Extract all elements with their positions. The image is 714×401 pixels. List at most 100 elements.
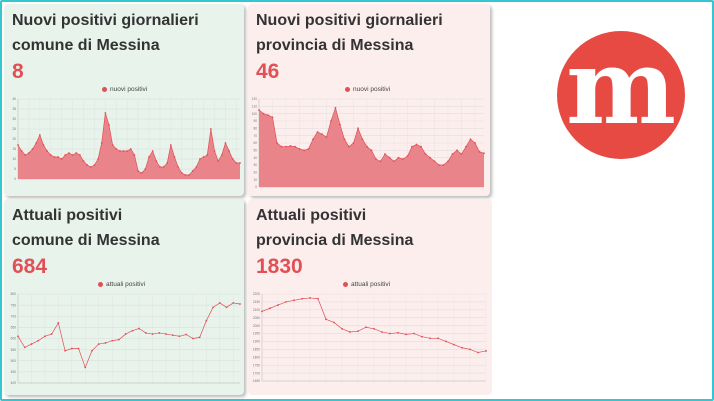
- card-nuovi-positivi-comune: Nuovi positivi giornalieri comune di Mes…: [4, 4, 244, 196]
- y-tick-label: 1800: [253, 355, 260, 359]
- series-area: [18, 113, 240, 179]
- data-point: [17, 144, 19, 146]
- data-point: [178, 335, 181, 338]
- y-tick-label: 400: [11, 381, 17, 385]
- data-point: [28, 152, 30, 154]
- chart-nuovi-positivi-provincia: 0 10 20 30 40 50 60 70 80 90 100 110 120: [252, 97, 485, 189]
- y-tick-label: 20: [253, 171, 257, 175]
- chart-legend[interactable]: attuali positivi: [343, 281, 390, 289]
- legend-dot-icon: [345, 86, 350, 92]
- chart-legend[interactable]: attuali positivi: [98, 281, 145, 289]
- card-attuali-positivi-provincia: Attuali positivi provincia di Messina 18…: [248, 199, 492, 395]
- legend-dot-icon: [343, 281, 348, 287]
- card-title-line1: Nuovi positivi giornalieri: [12, 12, 199, 29]
- data-point: [289, 145, 292, 147]
- series-line: [17, 302, 241, 369]
- data-point: [317, 297, 319, 300]
- data-point: [49, 154, 52, 156]
- data-point: [348, 145, 350, 148]
- data-point: [38, 134, 41, 136]
- data-point: [78, 154, 81, 156]
- data-point: [144, 332, 147, 334]
- data-point: [206, 154, 209, 156]
- card-value: 46: [256, 60, 280, 83]
- data-point: [384, 153, 386, 155]
- card-title-line2: provincia di Messina: [256, 232, 414, 249]
- y-tick-label: 120: [252, 97, 258, 101]
- y-tick-label: 40: [253, 156, 257, 160]
- data-point: [239, 303, 241, 305]
- data-point: [93, 164, 96, 166]
- data-point: [339, 123, 341, 126]
- data-point: [415, 143, 418, 146]
- y-tick-label: 70: [253, 134, 257, 138]
- data-point: [144, 168, 147, 170]
- data-point: [118, 338, 120, 341]
- data-point: [438, 164, 440, 166]
- data-point: [402, 158, 404, 161]
- card-title-line1: Attuali positivi: [12, 207, 123, 224]
- data-point: [424, 153, 427, 155]
- data-point: [343, 138, 346, 141]
- y-tick-label: 5: [14, 167, 16, 171]
- data-point: [411, 145, 413, 148]
- data-point: [17, 335, 19, 338]
- data-point: [453, 343, 455, 346]
- data-point: [177, 166, 180, 168]
- y-tick-label: 550: [11, 348, 17, 352]
- data-point: [405, 333, 407, 336]
- data-point: [64, 349, 66, 352]
- data-point: [158, 332, 161, 334]
- data-point: [151, 150, 154, 152]
- y-tick-label: 2000: [253, 324, 260, 328]
- y-tick-label: 600: [11, 337, 17, 341]
- y-tick-label: 50: [253, 149, 257, 153]
- y-tick-label: 1950: [253, 332, 260, 336]
- data-point: [366, 145, 368, 148]
- chart-legend[interactable]: nuovi positivi: [345, 86, 390, 94]
- y-tick-label: 2050: [253, 316, 260, 320]
- data-point: [469, 348, 471, 351]
- data-point: [138, 327, 140, 330]
- data-point: [119, 150, 121, 152]
- data-point: [75, 152, 78, 154]
- data-point: [50, 333, 53, 335]
- data-point: [341, 327, 343, 330]
- data-point: [224, 142, 227, 144]
- data-point: [165, 333, 167, 335]
- logo-letter: m: [565, 25, 677, 148]
- data-point: [97, 158, 99, 160]
- data-point: [312, 138, 314, 141]
- data-point: [188, 174, 190, 176]
- data-point: [86, 164, 89, 166]
- chart-legend[interactable]: nuovi positivi: [102, 86, 147, 94]
- data-point: [209, 128, 212, 130]
- y-tick-label: 750: [11, 303, 17, 307]
- data-point: [82, 160, 85, 162]
- y-tick-label: 700: [11, 314, 17, 318]
- data-point: [433, 160, 436, 163]
- data-point: [126, 150, 129, 152]
- data-point: [352, 142, 355, 144]
- data-point: [262, 112, 265, 115]
- data-point: [199, 158, 201, 160]
- y-tick-label: 60: [253, 141, 257, 145]
- data-point: [71, 154, 74, 156]
- data-point: [370, 149, 373, 152]
- data-point: [122, 150, 125, 152]
- data-point: [171, 334, 174, 337]
- data-point: [46, 150, 49, 152]
- data-point: [330, 120, 332, 122]
- y-tick-label: 2150: [253, 300, 260, 304]
- card-attuali-positivi-comune: Attuali positivi comune di Messina 684 a…: [4, 199, 244, 395]
- y-tick-label: 0: [255, 185, 257, 189]
- data-point: [381, 331, 383, 333]
- data-point: [420, 145, 422, 148]
- data-point: [477, 351, 479, 354]
- data-point: [220, 154, 223, 156]
- card-value: 8: [12, 60, 24, 83]
- data-point: [218, 302, 221, 304]
- data-point: [485, 350, 487, 352]
- card-title-line1: Attuali positivi: [256, 207, 367, 224]
- data-point: [57, 322, 60, 324]
